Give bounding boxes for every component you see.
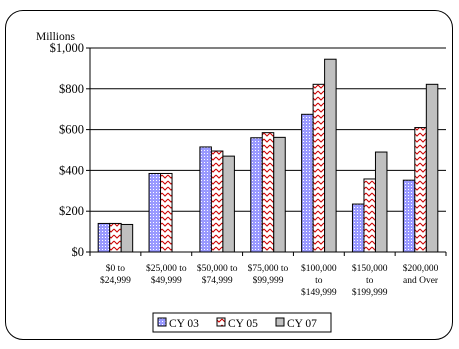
legend-swatch [276,318,284,326]
y-tick-label: $600 [59,123,84,137]
y-unit-label: Millions [36,31,76,43]
bar-cy-03 [352,204,364,252]
x-category-label: $74,999 [202,275,233,286]
legend-label: CY 05 [228,318,258,330]
bar-cy-07 [121,224,133,252]
legend-swatch [217,318,225,326]
bar-cy-03 [200,147,212,252]
x-category-label: $149,999 [301,287,337,298]
y-tick-label: $1,000 [50,41,84,55]
bar-cy-05 [211,151,223,252]
x-category-label: $150,000 [352,263,388,274]
y-tick-label: $400 [59,163,84,177]
bar-cy-05 [110,223,122,252]
x-category-label: $50,000 to [197,263,238,274]
x-category-label: $100,000 [301,263,337,274]
x-category-label: $99,999 [253,275,284,286]
x-category-label: and Over [403,276,439,286]
bar-cy-05 [364,179,376,252]
x-category-label: to [366,276,374,286]
bar-cy-05 [313,84,325,252]
legend-label: CY 07 [287,318,317,330]
bar-cy-07 [375,152,387,252]
bar-cy-07 [426,84,438,252]
bar-cy-03 [98,223,110,252]
x-category-label: $25,000 to [146,263,187,274]
bar-cy-07 [223,156,235,252]
bar-cy-05 [262,133,274,252]
bar-cy-05 [161,173,173,252]
bar-cy-05 [415,128,427,252]
x-category-label: $49,999 [151,275,182,286]
x-category-label: $200,000 [403,263,439,274]
y-tick-label: $800 [59,82,84,96]
bar-cy-07 [325,59,337,252]
x-category-label: $199,999 [352,287,388,298]
y-tick-label: $0 [72,245,85,259]
legend-swatch [158,318,166,326]
x-category-label: $0 to [106,263,126,274]
bar-cy-03 [251,138,263,252]
x-category-label: $24,999 [100,275,131,286]
bar-cy-03 [302,114,314,252]
x-category-label: $75,000 to [248,263,289,274]
bar-cy-03 [403,180,415,252]
y-tick-label: $200 [59,204,84,218]
legend-label: CY 03 [169,318,199,330]
bar-cy-07 [274,137,286,252]
x-category-label: to [315,276,323,286]
bar-cy-03 [149,173,161,252]
